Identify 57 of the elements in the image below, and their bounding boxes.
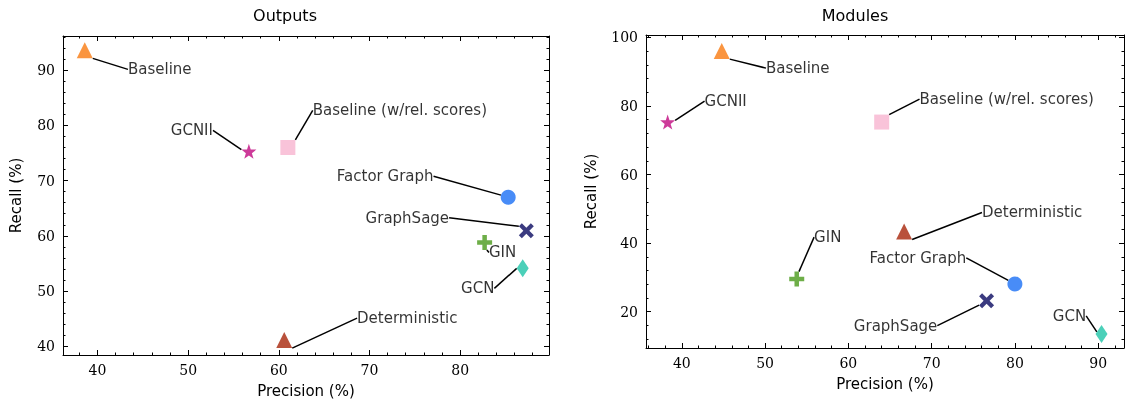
series-label: GCN xyxy=(1052,306,1087,325)
text: Baseline xyxy=(127,60,192,79)
point xyxy=(241,143,257,159)
x-tick-label: 40 xyxy=(88,362,107,378)
x-tick-label: 80 xyxy=(451,362,470,378)
text: GraphSage xyxy=(853,316,938,335)
y-tick-label: 40 xyxy=(620,235,638,252)
series-label: GIN xyxy=(488,243,517,262)
y-tick-label: 100 xyxy=(611,29,638,46)
text: Baseline (w/rel. scores) xyxy=(919,90,1094,109)
x-tick-label: 60 xyxy=(269,362,288,378)
y-tick-label: 40 xyxy=(37,338,55,355)
y-tick-label: 50 xyxy=(37,282,55,299)
point xyxy=(518,223,534,239)
y-tick-label: 60 xyxy=(620,166,638,183)
x-tick-label: 80 xyxy=(1006,355,1024,371)
x-tick-label: 70 xyxy=(922,355,941,371)
y-tick-label: 60 xyxy=(37,227,55,244)
point xyxy=(874,114,890,130)
chart-title: Modules xyxy=(821,5,889,25)
x-axis-title: Precision (%) xyxy=(836,374,934,393)
y-tick-label: 90 xyxy=(37,62,55,79)
series-label: GCN xyxy=(461,279,495,298)
point xyxy=(660,114,676,130)
y-tick-label: 80 xyxy=(620,97,638,114)
x-tick-label: 50 xyxy=(756,355,774,371)
text: GraphSage xyxy=(365,208,450,227)
text: GCNII xyxy=(170,121,213,140)
y-axis-title: Recall (%) xyxy=(6,157,25,234)
y-tick-label: 80 xyxy=(37,117,55,134)
x-tick-label: 90 xyxy=(1089,355,1108,371)
series-label: GIN xyxy=(814,228,842,247)
text: Factor Graph xyxy=(869,248,967,267)
point xyxy=(280,139,296,155)
text: GCNII xyxy=(704,92,747,111)
x-tick-label: 40 xyxy=(672,355,691,371)
text: Deterministic xyxy=(357,309,458,328)
text: Baseline xyxy=(765,59,830,78)
y-tick-label: 20 xyxy=(620,303,638,320)
x-tick-label: 60 xyxy=(839,355,858,371)
point xyxy=(276,332,293,349)
series-label: Baseline (w/rel. scores) xyxy=(312,101,488,120)
x-tick-label: 50 xyxy=(179,362,198,378)
point xyxy=(500,189,516,205)
y-tick-label: 70 xyxy=(37,172,55,189)
y-axis-title: Recall (%) xyxy=(581,153,600,230)
point xyxy=(979,293,995,309)
point xyxy=(76,42,93,59)
point xyxy=(896,223,913,240)
point xyxy=(713,43,730,60)
x-tick-label: 70 xyxy=(360,362,379,378)
point xyxy=(1007,276,1023,292)
text: Factor Graph xyxy=(336,167,434,186)
point xyxy=(789,271,805,287)
chart-title: Outputs xyxy=(253,5,317,25)
text: Deterministic xyxy=(981,203,1083,222)
x-axis-title: Precision (%) xyxy=(257,381,355,400)
